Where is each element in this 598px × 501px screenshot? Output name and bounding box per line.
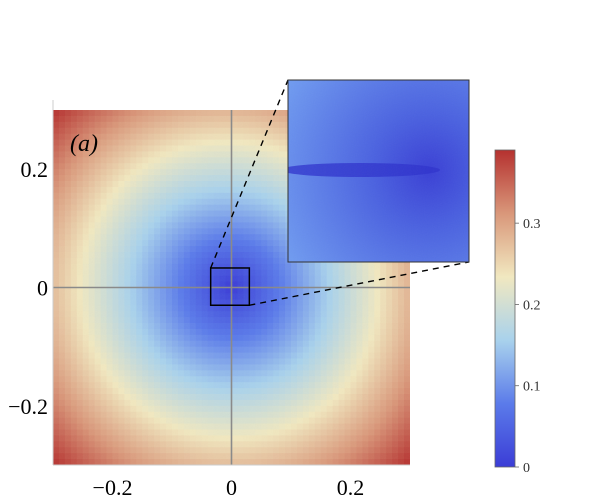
y-tick-label: 0 (37, 276, 48, 301)
panel-label: (a) (70, 131, 98, 157)
inset-connector-lines (210, 79, 470, 306)
y-tick-label: 0.2 (21, 157, 49, 182)
colorbar: 0 0.1 0.2 0.3 (494, 149, 541, 476)
inset-grain (288, 80, 469, 262)
x-tick-label: −0.2 (93, 475, 133, 500)
colorbar-frame (494, 149, 516, 468)
colorbar-tick-label: 0.2 (523, 298, 541, 313)
main-heatmap: −0.2 0 0.2 0.2 0 −0.2 (a) (8, 100, 410, 500)
x-tick-label: 0 (226, 475, 237, 500)
connector-line-top (210, 79, 289, 269)
y-tick-labels: 0.2 0 −0.2 (8, 157, 48, 419)
inset-frame (287, 79, 470, 263)
y-tick-label: −0.2 (8, 394, 48, 419)
connector-line-bottom (249, 261, 470, 306)
colorbar-gradient (495, 150, 515, 467)
zoom-inset (287, 79, 470, 263)
colorbar-tick-label: 0.1 (523, 380, 541, 395)
x-tick-label: 0.2 (337, 475, 365, 500)
colorbar-tick-label: 0.3 (523, 217, 541, 232)
zoom-box (209, 267, 251, 307)
colorbar-ticks: 0 0.1 0.2 0.3 (515, 217, 541, 476)
x-tick-labels: −0.2 0 0.2 (93, 475, 365, 500)
colorbar-tick-label: 0 (523, 461, 530, 476)
